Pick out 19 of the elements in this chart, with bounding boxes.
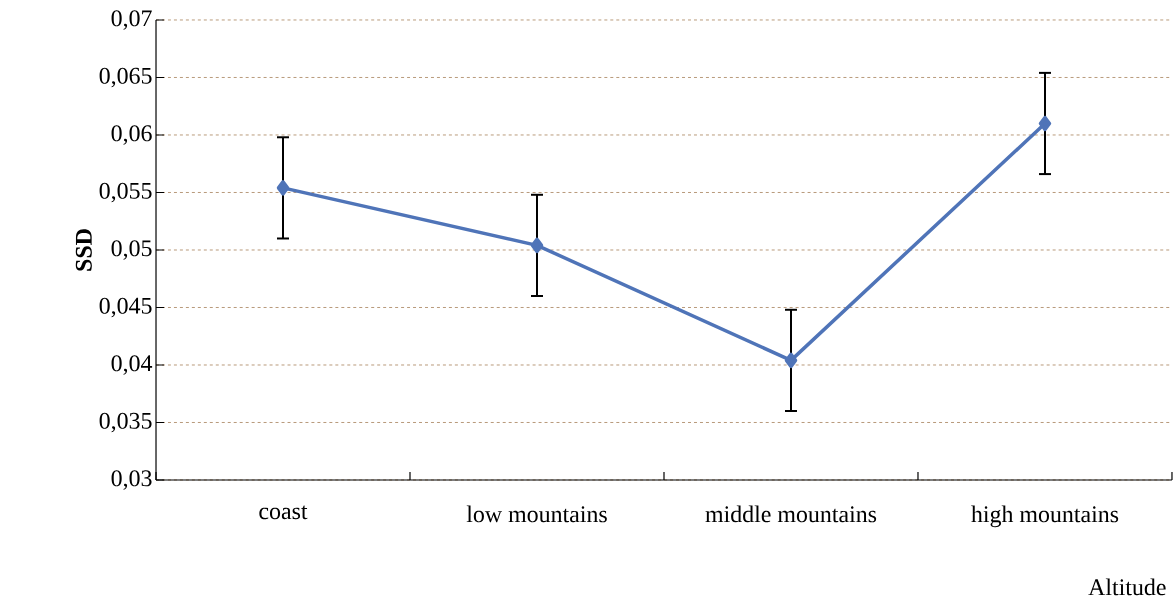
y-tick-label: 0,05 — [111, 240, 152, 260]
y-tick-label: 0,03 — [111, 470, 152, 490]
y-tick-label: 0,065 — [99, 67, 152, 88]
x-tick-label: low mountains — [466, 505, 607, 523]
point — [276, 180, 290, 196]
y-axis-title: SSD — [75, 229, 92, 271]
x-tick-label: high mountains — [971, 505, 1119, 528]
y-tick-label: 0,035 — [99, 412, 152, 433]
x-tick-label: middle mountains — [705, 505, 877, 523]
y-tick-label: 0,055 — [99, 182, 152, 203]
x-axis-title: Altitude — [1088, 578, 1166, 596]
y-tick-label: 0,06 — [111, 125, 152, 145]
x-tick-label: coast — [259, 505, 308, 520]
point — [1038, 115, 1052, 132]
point — [530, 237, 544, 254]
point — [784, 352, 798, 369]
y-tick-label: 0,07 — [111, 10, 152, 30]
y-tick-label: 0,045 — [99, 297, 152, 318]
y-tick-label: 0,04 — [111, 355, 153, 375]
